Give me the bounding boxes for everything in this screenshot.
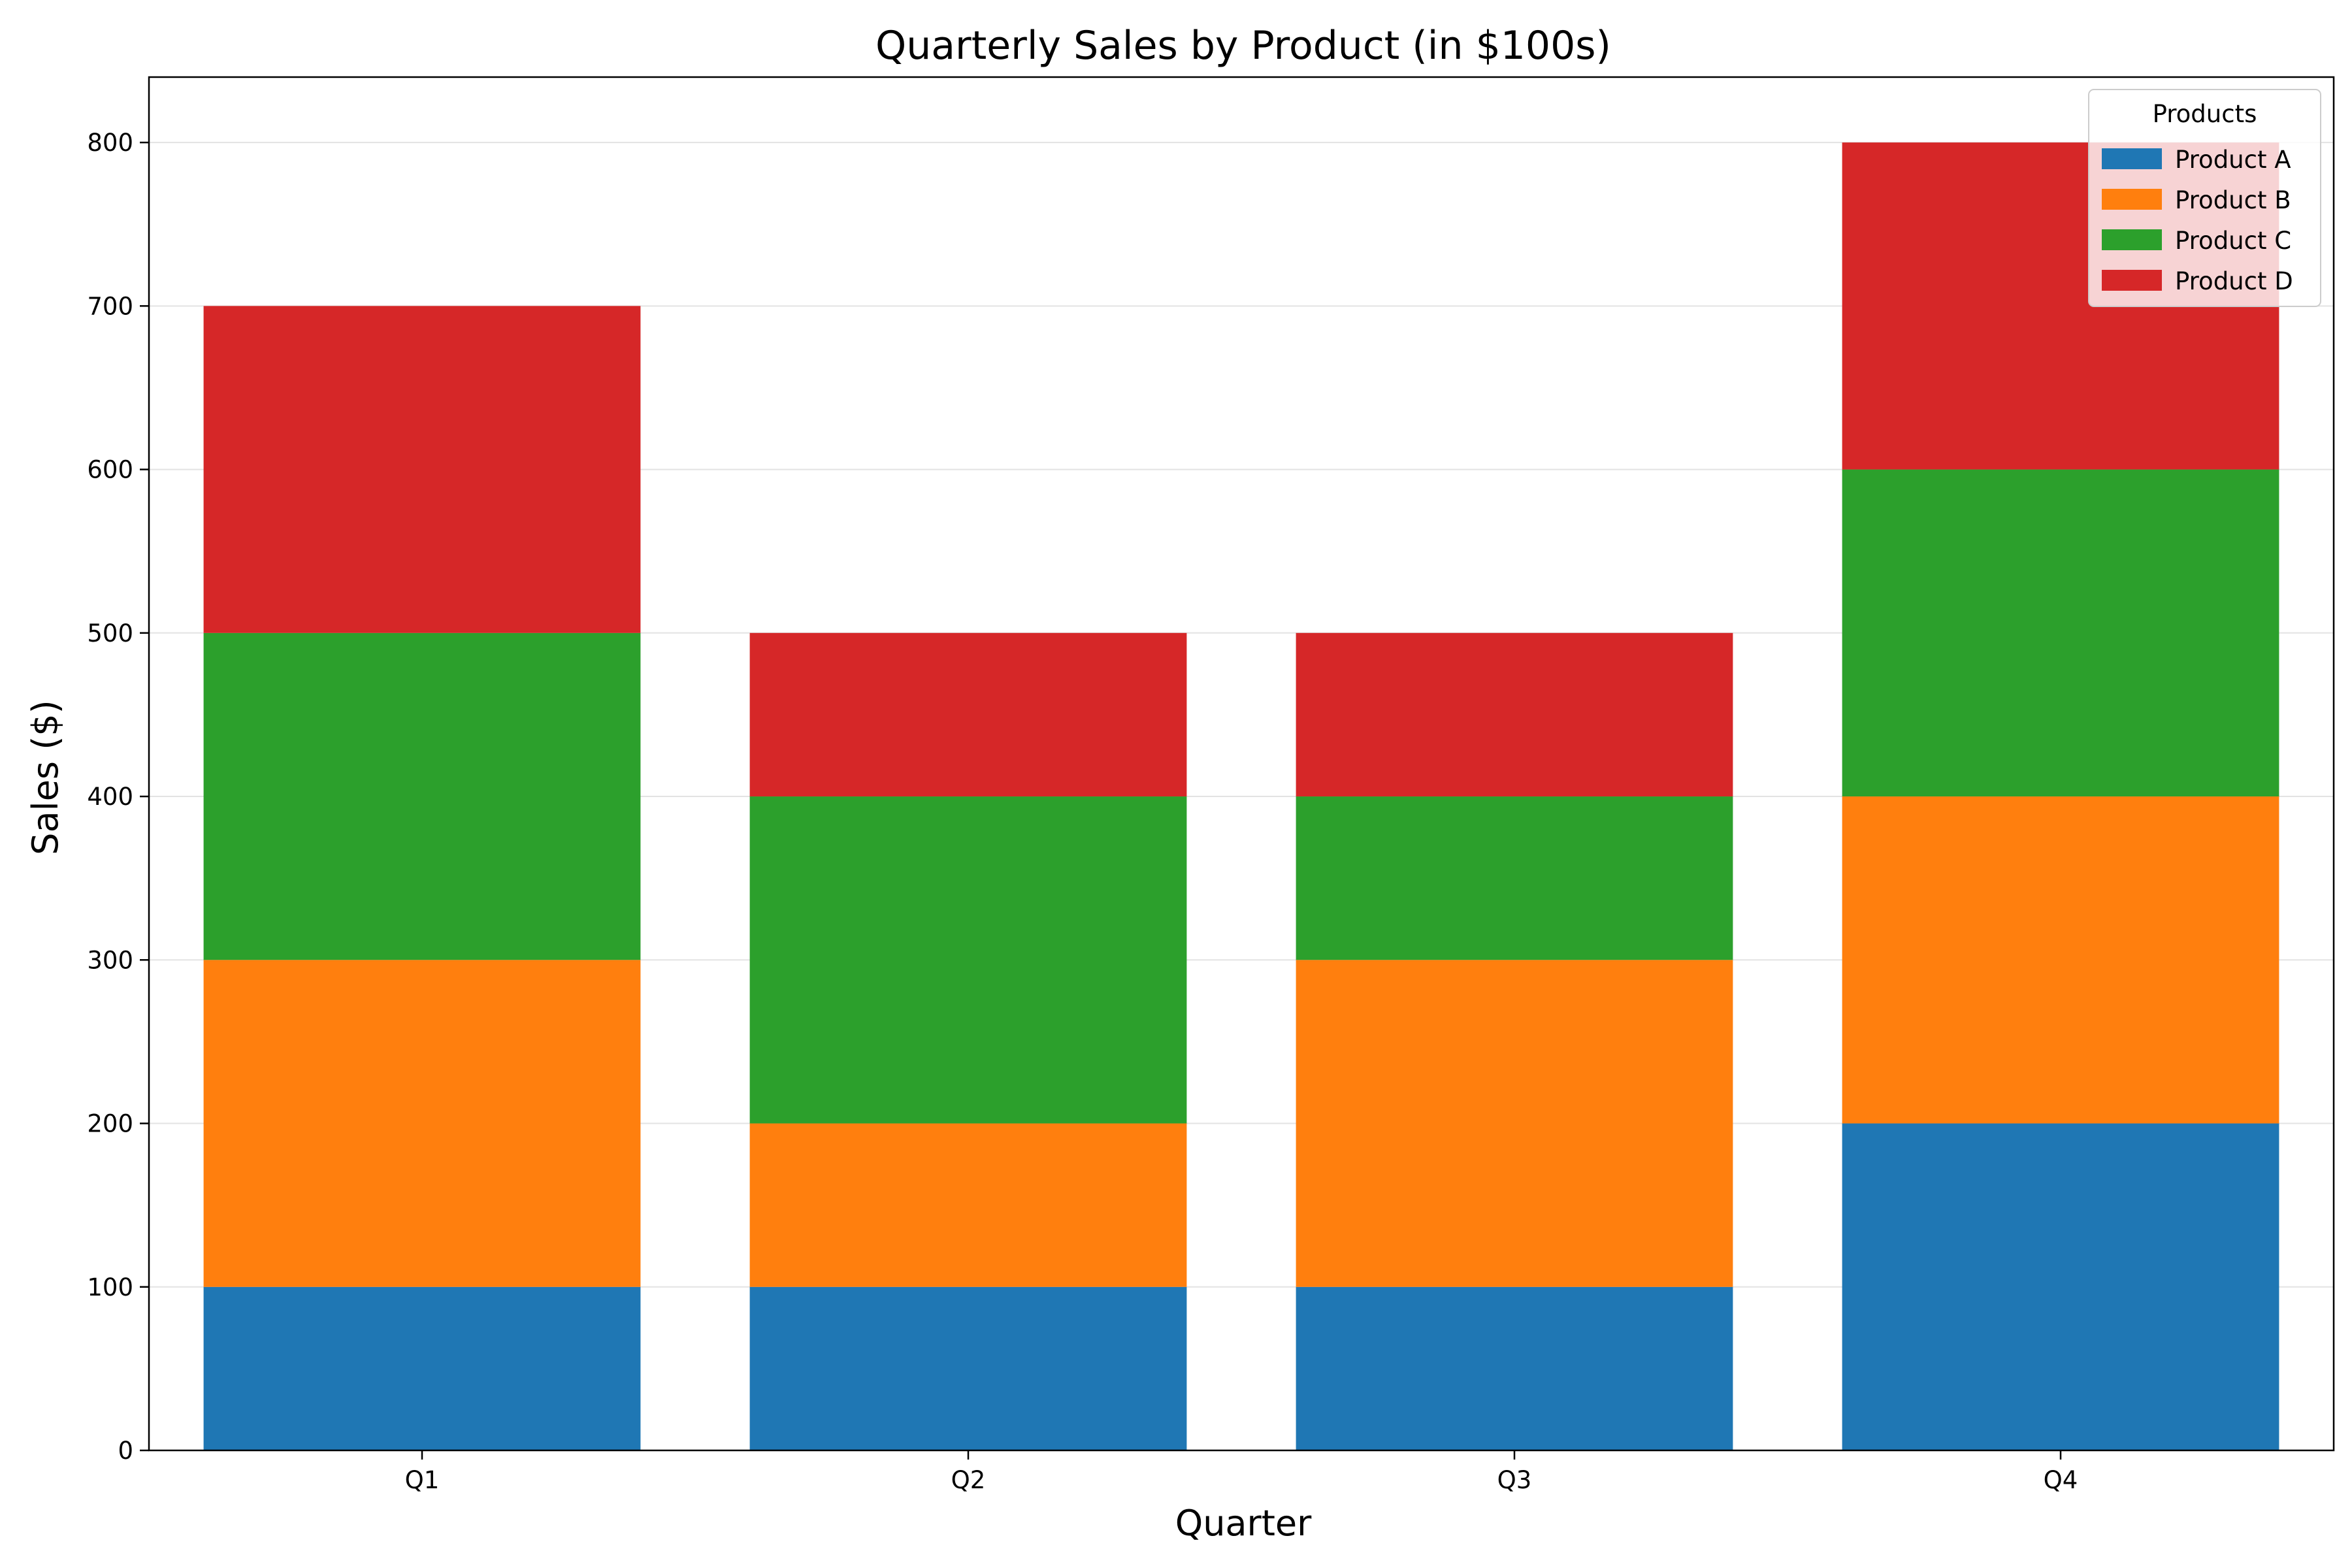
y-tick-label-700: 700: [87, 292, 133, 320]
bar-q3-product-c: [1296, 796, 1733, 960]
x-axis-label: Quarter: [1175, 1503, 1312, 1544]
bar-q3-product-d: [1296, 632, 1733, 797]
legend-label-product-d: Product D: [2175, 267, 2293, 295]
legend-label-product-b: Product B: [2175, 186, 2291, 214]
bar-q1-product-c: [203, 632, 641, 960]
legend-title: Products: [2153, 100, 2257, 128]
legend-box: [2088, 89, 2321, 307]
legend: Products Product A Product B Product C Prod…: [2088, 89, 2321, 307]
x-axis-ticks: Q1 Q2 Q3 Q4: [405, 1450, 2078, 1494]
y-tick-label-800: 800: [87, 129, 133, 157]
legend-swatch-product-a: [2102, 148, 2162, 169]
legend-label-product-c: Product C: [2175, 227, 2291, 255]
bar-q4-product-a: [1842, 1123, 2279, 1450]
bars: [203, 142, 2279, 1450]
plot-area-frame: [148, 76, 2335, 1452]
bar-q2-product-b: [749, 1123, 1187, 1287]
x-tick-label-q1: Q1: [405, 1466, 440, 1494]
y-tick-label-200: 200: [87, 1110, 133, 1138]
bar-q1-product-a: [203, 1286, 641, 1450]
legend-swatch-product-d: [2102, 270, 2162, 291]
bar-q1-product-d: [203, 306, 641, 633]
y-tick-label-600: 600: [87, 456, 133, 484]
legend-label-product-a: Product A: [2175, 146, 2291, 174]
bar-q3-product-b: [1296, 960, 1733, 1287]
bar-q4-product-c: [1842, 469, 2279, 797]
x-tick-label-q3: Q3: [1497, 1466, 1532, 1494]
bar-q1-product-b: [203, 960, 641, 1287]
bar-q2-product-c: [749, 796, 1187, 1124]
chart-title: Quarterly Sales by Product (in $100s): [875, 23, 1611, 69]
y-tick-label-0: 0: [118, 1437, 133, 1465]
y-tick-label-100: 100: [87, 1273, 133, 1301]
legend-swatch-product-c: [2102, 229, 2162, 250]
legend-swatch-product-b: [2102, 189, 2162, 210]
x-tick-label-q4: Q4: [2044, 1466, 2078, 1494]
bar-q3-product-a: [1296, 1286, 1733, 1450]
bar-q4-product-b: [1842, 796, 2279, 1124]
y-tick-label-400: 400: [87, 783, 133, 811]
x-tick-label-q2: Q2: [951, 1466, 986, 1494]
y-axis-ticks: 0 100 200 300 400 500 600 700 800: [87, 129, 149, 1465]
y-tick-label-500: 500: [87, 619, 133, 647]
bar-q2-product-d: [749, 632, 1187, 797]
bar-q2-product-a: [749, 1286, 1187, 1450]
y-tick-label-300: 300: [87, 946, 133, 974]
y-axis-label: Sales ($): [25, 700, 66, 855]
